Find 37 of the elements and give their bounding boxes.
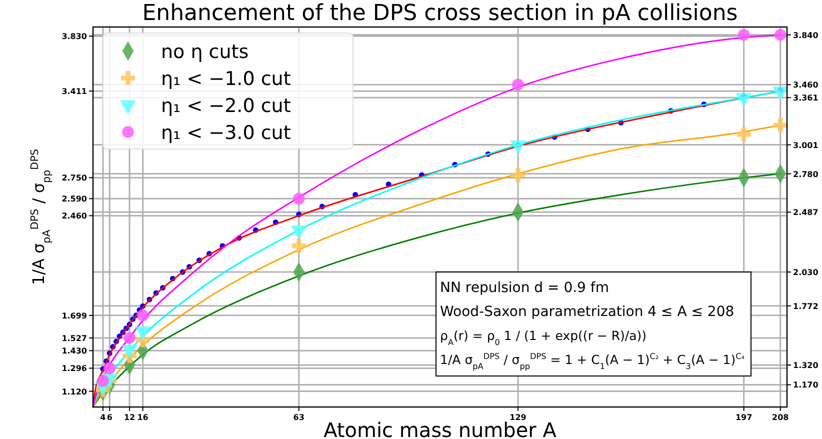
y-tick-label: 2.590	[62, 194, 88, 204]
y2-tick-label: 3.460	[793, 80, 819, 90]
text: 1/A σ$_{pA}$$^{DPS}$ / σ$_{pp}$$^{DPS}$ = 1 + C$_{1}$(A − 1)$^{C₂}$ + C$_{3}$(A − 1)$^{C₄}$	[440, 351, 745, 371]
x-tick-label: 4	[100, 413, 106, 422]
legend-label: η₁ < −3.0 cut	[161, 122, 291, 144]
y2-tick-label: 2.780	[793, 170, 819, 179]
x-tick-label: 16	[137, 413, 149, 422]
y-tick-label: 2.460	[62, 212, 88, 221]
y2-tick-label: 1.170	[793, 380, 819, 390]
x-tick-label: 129	[510, 413, 527, 422]
y-tick-label: 1.296	[62, 364, 88, 374]
y2-tick-label: 3.840	[793, 30, 819, 40]
legend-label: η₁ < −2.0 cut	[161, 95, 291, 117]
annotation: Wood-Saxon parametrization 4 ≤ A ≤ 208	[440, 304, 734, 320]
y-tick-label: 1.120	[62, 387, 88, 396]
legend-label: no η cuts	[161, 41, 249, 63]
y2-tick-label: 1.320	[793, 361, 819, 370]
y2-tick-label: 1.772	[793, 302, 818, 311]
y2-tick-label: 3.361	[793, 94, 819, 103]
x-tick-label: 197	[735, 413, 752, 422]
chart-title: Enhancement of the DPS cross section in pA collisions	[142, 1, 738, 26]
y-tick-label: 1.699	[62, 311, 88, 320]
y-tick-label: 3.411	[62, 87, 88, 96]
x-tick-label: 208	[772, 413, 790, 422]
y2-tick-label: 2.030	[793, 268, 819, 278]
x-tick-label: 6	[106, 413, 113, 422]
x-tick-label: 63	[293, 413, 304, 422]
legend-label: η₁ < −1.0 cut	[161, 68, 291, 90]
y-tick-label: 2.750	[62, 174, 88, 183]
y-tick-label: 3.830	[62, 32, 88, 42]
y2-tick-label: 3.001	[793, 140, 819, 150]
y2-tick-label: 2.487	[793, 208, 818, 218]
annotation: ρ$_{A}$(r) = ρ$_{0}$ 1 / (1 + exp((r − R)/a))	[440, 328, 647, 347]
x-tick-label: 12	[124, 413, 136, 422]
y-tick-label: 1.527	[62, 334, 87, 343]
y-tick-label: 1.430	[62, 346, 88, 356]
annotation: NN repulsion d = 0.9 fm	[440, 280, 609, 296]
